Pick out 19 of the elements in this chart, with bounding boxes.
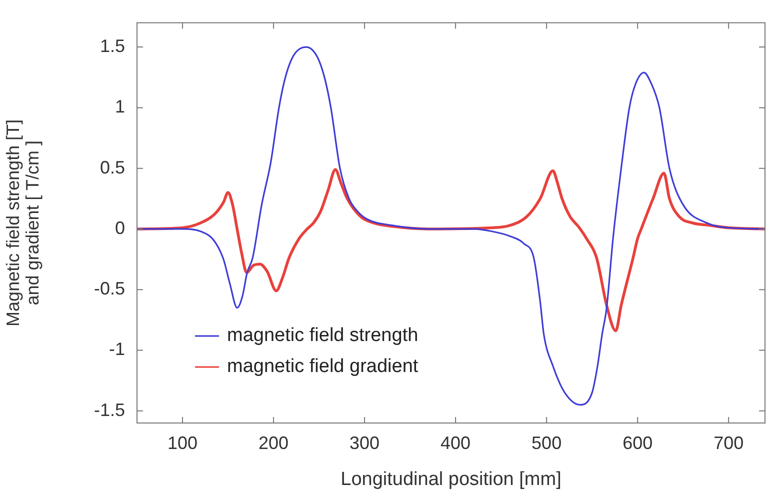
y-tick-label: 1.5	[100, 36, 125, 56]
x-tick-label: 600	[622, 432, 653, 453]
x-tick-label: 100	[167, 432, 198, 453]
x-tick-label: 200	[258, 432, 289, 453]
y-tick-label: 0	[114, 218, 125, 238]
x-tick-label: 700	[714, 432, 744, 453]
x-tick-label: 300	[350, 432, 380, 453]
legend-label: magnetic field gradient	[227, 356, 419, 378]
line-series	[137, 46, 765, 406]
y-tick-label: 0.5	[100, 157, 125, 178]
legend-label: magnetic field strength	[227, 325, 418, 346]
y-tick-label: -0.5	[94, 278, 125, 299]
y-tick-label: 1	[114, 96, 125, 117]
x-tick-label: 400	[440, 432, 471, 453]
x-tick-label: 500	[532, 432, 562, 453]
y-tick-label: -1	[108, 339, 125, 360]
x-axis-title: Longitudinal position [mm]	[340, 468, 562, 490]
y-axis-title: Magnetic field strength [T] and gradient [ T/cm ]	[2, 119, 43, 326]
y-tick-label: -1.5	[94, 400, 125, 420]
